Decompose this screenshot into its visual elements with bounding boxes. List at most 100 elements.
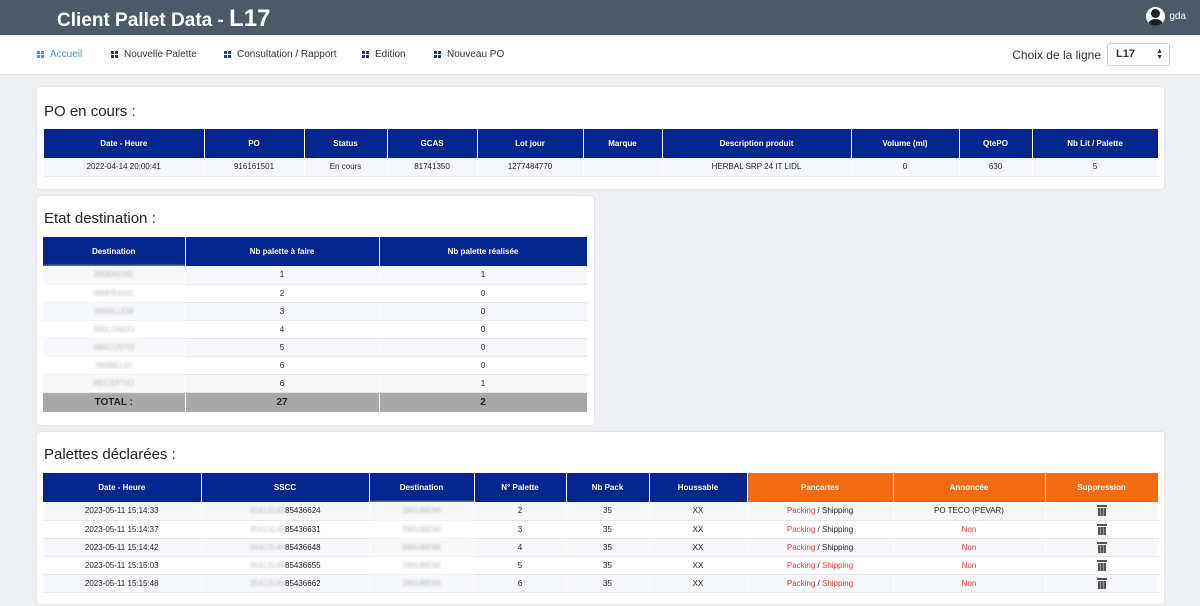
houssable-cell: XX — [649, 502, 748, 521]
destination-card-title: Etat destination : — [44, 210, 156, 227]
table-row: 390LONDO 4 0 — [43, 320, 588, 339]
user-menu[interactable]: gda — [1146, 7, 1186, 26]
column-header: Marque — [583, 129, 663, 158]
sscc-hidden: 35413149 — [249, 506, 285, 516]
top-bar: Client Pallet Data - L17 gda — [0, 0, 1200, 35]
shipping-link[interactable]: Shipping — [822, 542, 854, 552]
user-avatar-icon — [1146, 7, 1166, 26]
po-card-title: PO en cours : — [44, 103, 136, 120]
nav-item-nouveau-po[interactable]: Nouveau PO — [434, 49, 504, 60]
column-header: QtePO — [959, 129, 1033, 158]
date-cell: 2023-05-11 15:14:42 — [43, 538, 202, 557]
sscc-visible: 85436624 — [285, 506, 321, 516]
line-select-value: L17 — [1116, 48, 1135, 60]
table-cell: 2022-04-14 20:00:41 — [44, 158, 205, 177]
todo-cell: 3 — [185, 302, 380, 321]
nav-item-accueil[interactable]: Accueil — [37, 49, 82, 60]
table-cell: 630 — [959, 158, 1033, 177]
shipping-link[interactable]: Shipping — [822, 506, 854, 516]
packing-link[interactable]: Packing — [786, 560, 816, 570]
date-cell: 2023-05-11 15:14:33 — [43, 502, 202, 521]
packing-link[interactable]: Packing — [786, 578, 816, 588]
destination-cell: 390UBEMI — [369, 574, 475, 593]
trash-icon[interactable] — [1096, 541, 1107, 553]
line-choice: Choix de la ligne L17 ▲ ▼ — [1012, 43, 1170, 66]
sscc-visible: 85436655 — [285, 560, 321, 570]
table-cell: 1277484770 — [477, 158, 584, 177]
column-header: Date - Heure — [43, 473, 202, 502]
palette-number-cell: 6 — [474, 574, 567, 593]
column-header: GCAS — [387, 129, 478, 158]
table-cell: 81741350 — [387, 158, 478, 177]
shipping-link[interactable]: Shipping — [822, 578, 854, 588]
shipping-link[interactable]: Shipping — [822, 524, 854, 534]
app-title: Client Pallet Data - L17 — [57, 5, 270, 33]
destination-cell: 390UBEMI — [369, 520, 475, 539]
trash-icon[interactable] — [1096, 505, 1107, 517]
sscc-visible: 85436631 — [285, 524, 321, 534]
nav-bar: Accueil Nouvelle Palette Consultation / … — [0, 35, 1200, 75]
palettes-card: Palettes déclarées : Date - Heure SSCC D… — [37, 432, 1164, 604]
line-select[interactable]: L17 ▲ ▼ — [1107, 43, 1170, 66]
todo-cell: 6 — [185, 374, 380, 393]
nav-item-label: Edition — [375, 49, 406, 60]
column-header: Pancartes — [747, 473, 894, 502]
palette-number-cell: 5 — [474, 556, 567, 575]
packing-link[interactable]: Packing — [786, 542, 816, 552]
nav-item-nouvelle-palette[interactable]: Nouvelle Palette — [111, 49, 197, 60]
trash-icon[interactable] — [1096, 559, 1107, 571]
pancartes-cell: Packing / Shipping — [747, 520, 894, 539]
column-header: N° Palette — [474, 473, 567, 502]
delete-cell — [1045, 574, 1159, 593]
trash-icon[interactable] — [1096, 523, 1107, 535]
nav-item-consultation-rapport[interactable]: Consultation / Rapport — [224, 49, 337, 60]
pancartes-cell: Packing / Shipping — [747, 574, 894, 593]
column-header: Suppression — [1045, 473, 1159, 502]
shipping-link[interactable]: Shipping — [822, 560, 854, 570]
annonce-cell: Non — [893, 556, 1046, 575]
date-cell: 2023-05-11 15:15:48 — [43, 574, 202, 593]
column-header: Nb palette réalisée — [379, 237, 588, 266]
packing-link[interactable]: Packing — [786, 506, 816, 516]
po-table: Date - Heure PO Status GCAS Lot jour Mar… — [44, 129, 1159, 177]
table-cell: 916161501 — [204, 158, 305, 177]
column-header: Status — [304, 129, 388, 158]
nav-item-label: Consultation / Rapport — [237, 49, 337, 60]
destination-table-header: Destination Nb palette à faire Nb palett… — [43, 237, 588, 266]
todo-cell: 1 — [185, 266, 380, 285]
done-cell: 0 — [379, 338, 588, 357]
column-header: Nb Lit / Palette — [1032, 129, 1159, 158]
sscc-visible: 85436648 — [285, 542, 321, 552]
houssable-cell: XX — [649, 574, 748, 593]
destination-cell: 390UBEMI — [369, 556, 475, 575]
po-table-header: Date - Heure PO Status GCAS Lot jour Mar… — [44, 129, 1159, 158]
sscc-cell: 3541314985436624 — [201, 502, 370, 521]
annonce-cell: PO TECO (PEVAR) — [893, 502, 1046, 521]
column-header: Nb palette à faire — [185, 237, 380, 266]
po-card: PO en cours : Date - Heure PO Status GCA… — [37, 87, 1164, 189]
delete-cell — [1045, 538, 1159, 557]
total-label: TOTAL : — [43, 392, 186, 412]
column-header: Nb Pack — [566, 473, 650, 502]
nav-item-edition[interactable]: Edition — [362, 49, 406, 60]
palette-number-cell: 4 — [474, 538, 567, 557]
column-header: Annoncée — [893, 473, 1046, 502]
trash-icon[interactable] — [1096, 577, 1107, 589]
palette-number-cell: 2 — [474, 502, 567, 521]
app-title-line: L17 — [229, 5, 271, 32]
houssable-cell: XX — [649, 520, 748, 539]
annonce-cell: Non — [893, 574, 1046, 593]
table-cell: 0 — [851, 158, 960, 177]
packing-link[interactable]: Packing — [786, 524, 816, 534]
pack-count-cell: 35 — [566, 502, 650, 521]
table-row: 390CUSTO 5 0 — [43, 338, 588, 357]
todo-cell: 5 — [185, 338, 380, 357]
destination-cell: 390FRANC — [43, 284, 186, 303]
pancartes-cell: Packing / Shipping — [747, 556, 894, 575]
grid-icon — [362, 51, 369, 58]
todo-cell: 6 — [185, 356, 380, 375]
date-cell: 2023-05-11 15:15:03 — [43, 556, 202, 575]
table-row: 390FRANC 2 0 — [43, 284, 588, 303]
total-todo: 27 — [185, 392, 380, 412]
pancartes-cell: Packing / Shipping — [747, 502, 894, 521]
